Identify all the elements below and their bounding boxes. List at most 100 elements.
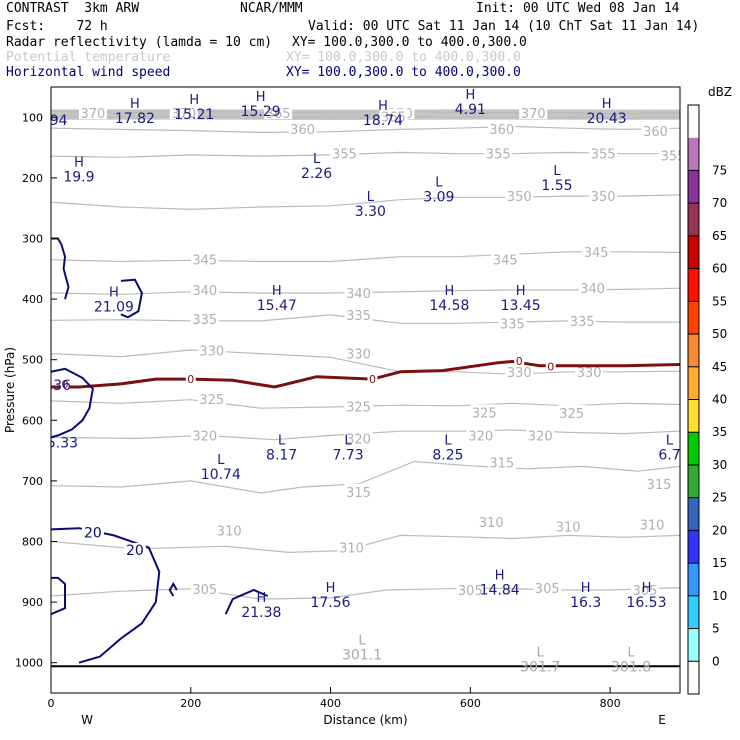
model-title: CONTRAST 3km ARW <box>6 1 140 16</box>
theta-label-bg <box>344 285 373 300</box>
colorbar-label: 75 <box>712 163 727 177</box>
extremum-marker: H <box>189 93 199 108</box>
theta-label: 330 <box>507 366 532 381</box>
wind-speed-contour <box>224 588 269 615</box>
extremum-marker: L <box>344 434 352 449</box>
theta-label-bg <box>578 280 607 295</box>
extremum-marker: H <box>378 99 388 114</box>
theta-label-bg <box>456 581 485 596</box>
theta-label-bg <box>337 539 366 554</box>
y-tick-label: 800 <box>22 536 43 549</box>
theta-label: 320 <box>528 429 553 444</box>
colorbar-segment <box>688 366 699 400</box>
theta-label-bg <box>197 342 226 357</box>
field-theta: Potential temperature <box>6 50 171 65</box>
theta-label: 305 <box>192 583 217 598</box>
colorbar-segment <box>688 530 699 564</box>
field-wind: Horizontal wind speed <box>6 65 171 80</box>
extremum-value: 17.82 <box>115 111 155 127</box>
extremum-value: 8.17 <box>266 448 297 464</box>
x-end-label-west: W <box>81 713 93 727</box>
theta-label: 305 <box>633 584 658 599</box>
theta-label: 355 <box>661 149 686 164</box>
extremum-marker: H <box>516 284 526 299</box>
extremum-marker: H <box>74 155 84 170</box>
colorbar-unit: dBZ <box>708 85 732 99</box>
theta-label: 365 <box>381 111 406 126</box>
theta-isoline-350 <box>51 194 680 211</box>
y-tick-label: 1000 <box>15 657 43 670</box>
colorbar-label: 55 <box>712 294 727 308</box>
theta-label-bg <box>190 282 219 297</box>
theta-label-bg <box>491 251 520 266</box>
colorbar-segment <box>688 235 699 269</box>
theta-label-bg <box>589 188 618 203</box>
theta-label: 315 <box>489 457 514 472</box>
theta-label-bg <box>589 145 618 160</box>
extremum-value: 7.73 <box>332 448 363 464</box>
theta-label: 370 <box>521 107 546 122</box>
extremum-value: 301.1 <box>342 648 382 664</box>
wind-speed-contour <box>120 278 143 319</box>
theta-label: 305 <box>535 582 560 597</box>
theta-label: 345 <box>192 254 217 269</box>
colorbar-label: 35 <box>712 425 727 439</box>
extremum-marker: H <box>602 97 612 112</box>
theta-label-bg <box>344 483 373 498</box>
colorbar-segment <box>688 595 699 629</box>
wind-speed-contour <box>51 237 70 300</box>
field-reflectivity: Radar reflectivity (lamda = 10 cm) <box>6 35 273 50</box>
extremum-value: 15.33 <box>38 435 78 451</box>
zero-dbz-label: 0 <box>187 373 194 386</box>
theta-label-bg <box>498 315 527 330</box>
theta-label-bg <box>533 580 562 595</box>
theta-label-bg <box>638 516 667 531</box>
x-tick-label: 0 <box>48 697 55 710</box>
extremum-value: 20.43 <box>587 111 627 127</box>
extremum-value: 4.91 <box>455 102 486 118</box>
theta-label: 310 <box>479 516 504 531</box>
extremum-marker: L <box>358 634 366 649</box>
extremum-marker: H <box>581 581 591 596</box>
colorbar-segment <box>688 170 699 204</box>
theta-label-bg <box>557 405 586 420</box>
wind-speed-contour <box>51 576 66 616</box>
extremum-value: 13.45 <box>501 298 541 314</box>
theta-isoline-320 <box>51 429 680 441</box>
extremum-marker: L <box>553 164 561 179</box>
extremum-value: 14.58 <box>429 298 469 314</box>
zero-dbz-label: 0 <box>369 373 376 386</box>
theta-label-bg <box>641 123 670 138</box>
theta-label: 355 <box>591 148 616 163</box>
colorbar-label: 70 <box>712 196 727 210</box>
theta-label: 335 <box>570 315 595 330</box>
theta-label-bg <box>575 363 604 378</box>
init-time: Init: 00 UTC Wed 08 Jan 14 <box>476 1 680 16</box>
theta-label: 320 <box>192 429 217 444</box>
zero-label-bg <box>59 377 70 389</box>
plot-area <box>51 87 680 693</box>
theta-label: 350 <box>591 190 616 205</box>
colorbar-label: 15 <box>712 556 727 570</box>
theta-label: 335 <box>500 317 525 332</box>
theta-label-bg <box>344 306 373 321</box>
colorbar-segment <box>688 464 699 498</box>
colorbar-segment <box>688 497 699 531</box>
colorbar-label: 20 <box>712 523 727 537</box>
extremum-value: 6.7 <box>658 448 680 464</box>
zero-label-bg <box>514 354 525 366</box>
y-tick-label: 900 <box>22 596 43 609</box>
plot-frame <box>50 86 681 694</box>
extremum-marker: L <box>444 434 452 449</box>
wind-speed-contour <box>168 581 178 597</box>
wind-speed-contour <box>51 367 94 439</box>
colorbar-label: 40 <box>712 393 727 407</box>
extremum-marker: L <box>537 646 545 661</box>
theta-label: 310 <box>339 542 364 557</box>
extremum-value: 8.25 <box>432 448 463 464</box>
colorbar-segment <box>688 268 699 302</box>
y-tick-label: 300 <box>22 233 43 246</box>
theta-label: 370 <box>81 107 106 122</box>
extremum-marker: L <box>435 175 443 190</box>
